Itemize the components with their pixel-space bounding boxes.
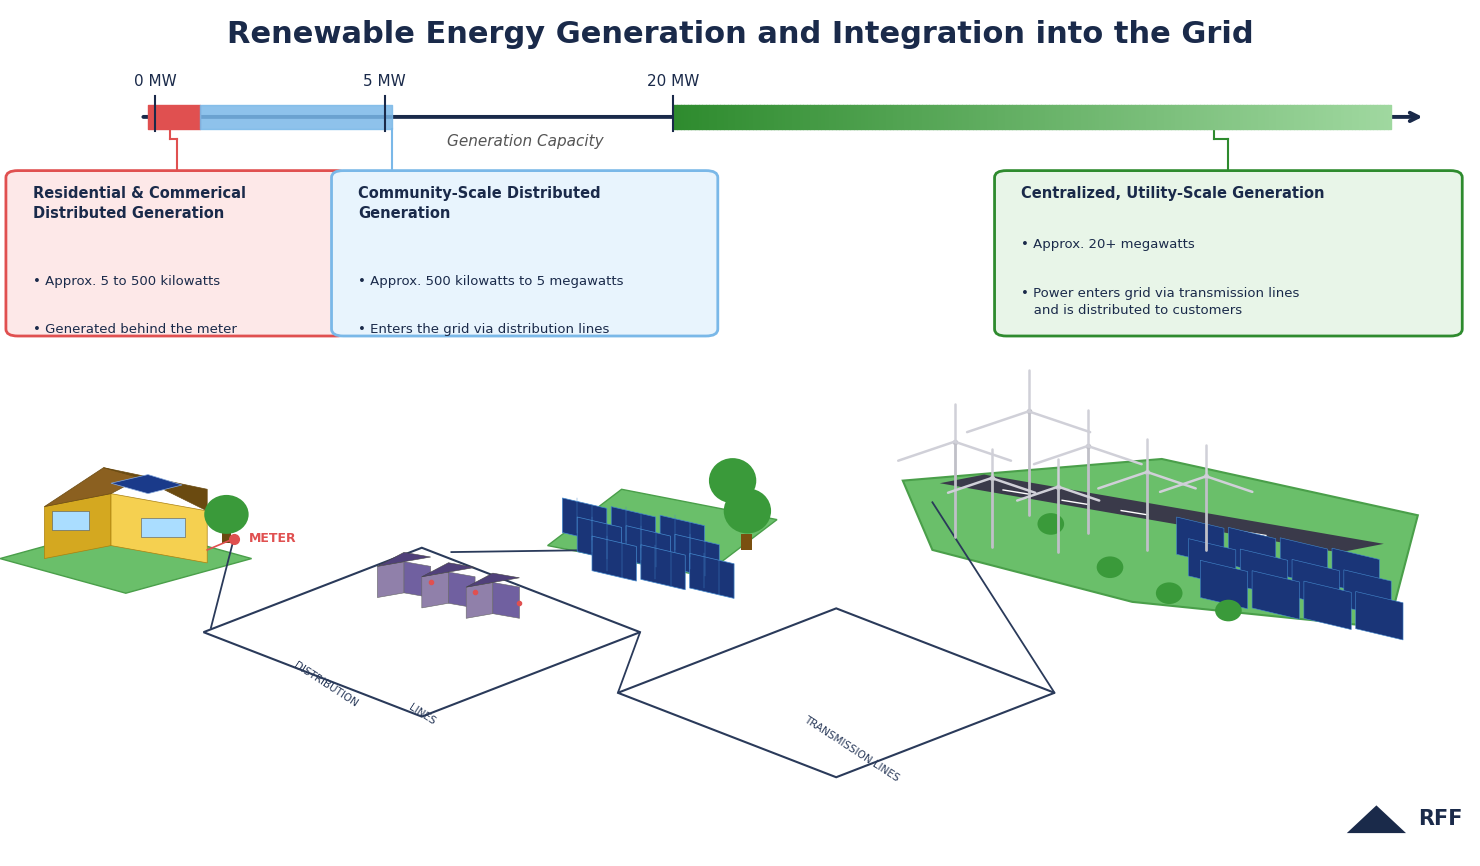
Polygon shape	[1240, 549, 1288, 598]
Polygon shape	[1252, 571, 1299, 619]
Polygon shape	[422, 572, 448, 608]
Polygon shape	[422, 563, 475, 577]
Polygon shape	[940, 475, 1384, 553]
Ellipse shape	[204, 494, 249, 533]
FancyBboxPatch shape	[222, 533, 231, 543]
Polygon shape	[690, 553, 734, 598]
Polygon shape	[1332, 548, 1379, 597]
Text: Renewable Energy Generation and Integration into the Grid: Renewable Energy Generation and Integrat…	[226, 20, 1254, 49]
Polygon shape	[1228, 527, 1276, 576]
Text: • Approx. 20+ megawatts: • Approx. 20+ megawatts	[1021, 238, 1194, 251]
Polygon shape	[44, 494, 111, 559]
Text: • Generated behind the meter: • Generated behind the meter	[33, 323, 237, 336]
Polygon shape	[377, 562, 404, 598]
Polygon shape	[1177, 517, 1224, 565]
Polygon shape	[466, 583, 493, 618]
Polygon shape	[577, 517, 622, 562]
Ellipse shape	[1037, 513, 1064, 534]
Text: • Approx. 5 to 500 kilowatts: • Approx. 5 to 500 kilowatts	[33, 275, 219, 288]
Polygon shape	[466, 573, 519, 587]
Polygon shape	[903, 459, 1418, 628]
Ellipse shape	[1097, 556, 1123, 578]
Polygon shape	[1347, 805, 1406, 833]
Polygon shape	[1292, 559, 1339, 608]
Polygon shape	[562, 498, 607, 543]
Polygon shape	[660, 515, 704, 560]
FancyBboxPatch shape	[727, 504, 737, 520]
Text: RFF: RFF	[1418, 809, 1462, 830]
Polygon shape	[1356, 591, 1403, 640]
Polygon shape	[641, 545, 685, 590]
Polygon shape	[493, 583, 519, 618]
Ellipse shape	[1215, 599, 1242, 622]
Polygon shape	[1188, 539, 1236, 587]
Text: Centralized, Utility-Scale Generation: Centralized, Utility-Scale Generation	[1021, 186, 1325, 201]
Text: 0 MW: 0 MW	[135, 74, 176, 89]
Text: TRANSMISSION LINES: TRANSMISSION LINES	[802, 714, 900, 784]
Polygon shape	[104, 468, 207, 511]
Polygon shape	[592, 536, 636, 581]
Polygon shape	[1280, 538, 1328, 586]
Text: 20 MW: 20 MW	[647, 74, 700, 89]
Polygon shape	[0, 524, 252, 593]
Text: Generation Capacity: Generation Capacity	[447, 134, 604, 149]
Text: • Approx. 500 kilowatts to 5 megawatts: • Approx. 500 kilowatts to 5 megawatts	[358, 275, 623, 288]
Polygon shape	[1344, 570, 1391, 618]
Polygon shape	[675, 534, 719, 579]
Polygon shape	[404, 562, 431, 598]
Ellipse shape	[1156, 582, 1183, 604]
Polygon shape	[626, 526, 670, 571]
Polygon shape	[611, 507, 656, 552]
Text: LINES: LINES	[407, 702, 437, 727]
Ellipse shape	[724, 488, 771, 533]
Text: 5 MW: 5 MW	[364, 74, 406, 89]
FancyBboxPatch shape	[141, 518, 185, 537]
Text: • Enters the grid via distribution lines: • Enters the grid via distribution lines	[358, 323, 610, 336]
Polygon shape	[111, 475, 182, 494]
Polygon shape	[1200, 560, 1248, 609]
FancyBboxPatch shape	[995, 171, 1462, 336]
FancyBboxPatch shape	[741, 534, 752, 550]
FancyBboxPatch shape	[52, 511, 89, 530]
FancyBboxPatch shape	[332, 171, 718, 336]
Text: METER: METER	[249, 532, 296, 546]
Ellipse shape	[709, 458, 756, 503]
Polygon shape	[377, 553, 431, 566]
Polygon shape	[1304, 581, 1351, 630]
Text: • Power enters grid via transmission lines
   and is distributed to customers: • Power enters grid via transmission lin…	[1021, 287, 1299, 317]
Text: DISTRIBUTION: DISTRIBUTION	[292, 660, 360, 708]
Text: Community-Scale Distributed
Generation: Community-Scale Distributed Generation	[358, 186, 601, 221]
Polygon shape	[111, 494, 207, 563]
Polygon shape	[44, 468, 141, 507]
Polygon shape	[448, 572, 475, 608]
Text: Residential & Commerical
Distributed Generation: Residential & Commerical Distributed Gen…	[33, 186, 246, 221]
Polygon shape	[548, 489, 777, 576]
FancyBboxPatch shape	[6, 171, 348, 336]
